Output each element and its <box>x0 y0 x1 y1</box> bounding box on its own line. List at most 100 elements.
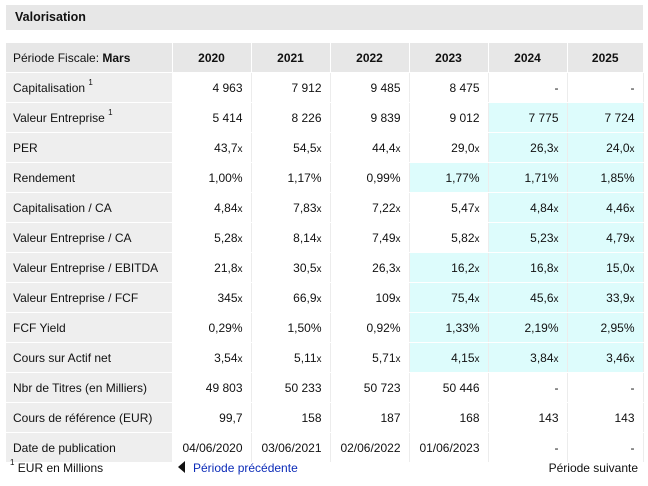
value-text: 5 414 <box>212 110 243 125</box>
value-text: 1,50% <box>287 320 322 335</box>
row-label-text: PER <box>13 140 38 155</box>
next-period-link[interactable]: Période suivante <box>549 461 638 475</box>
multiple-suffix: x <box>629 353 635 365</box>
value-text: - <box>630 80 635 95</box>
value-cell: 1,33% <box>409 312 489 343</box>
value-text: 9 839 <box>370 110 401 125</box>
value-cell: 16,2x <box>409 252 489 283</box>
value-text: 168 <box>459 410 480 425</box>
multiple-suffix: x <box>395 143 401 155</box>
row-label: Capitalisation 1 <box>6 72 173 103</box>
value-cell: 5,71x <box>330 342 410 373</box>
value-cell: 0,92% <box>330 312 410 343</box>
value-text: 44,4 <box>372 140 396 155</box>
value-cell: 345x <box>172 282 252 313</box>
multiple-suffix: x <box>316 293 322 305</box>
value-text: 7,49 <box>372 230 396 245</box>
value-text: 5,82 <box>451 230 475 245</box>
row-label: Valeur Entreprise / CA <box>6 222 173 253</box>
value-cell: 4,84x <box>172 192 252 223</box>
value-text: 7 912 <box>291 80 322 95</box>
row-label-text: Capitalisation / CA <box>13 200 112 215</box>
value-text: 29,0 <box>451 140 475 155</box>
value-cell: 187 <box>330 402 410 433</box>
footnote-marker: 1 <box>88 77 93 87</box>
value-cell: 158 <box>251 402 331 433</box>
multiple-suffix: x <box>316 353 322 365</box>
value-text: 66,9 <box>293 290 317 305</box>
value-text: 50 233 <box>284 380 322 395</box>
value-cell: 8 475 <box>409 72 489 103</box>
multiple-suffix: x <box>316 203 322 215</box>
value-cell: 66,9x <box>251 282 331 313</box>
value-cell: 3,84x <box>488 342 568 373</box>
value-cell: 50 723 <box>330 372 410 403</box>
value-text: 1,85% <box>600 170 635 185</box>
row-label: Nbr de Titres (en Milliers) <box>6 372 173 403</box>
value-cell: 54,5x <box>251 132 331 163</box>
table-row: Capitalisation 1 4 963 7 912 9 485 8 475 - - <box>6 72 644 103</box>
multiple-suffix: x <box>237 263 243 275</box>
row-label-text: Cours sur Actif net <box>13 350 112 365</box>
value-cell: 7 912 <box>251 72 331 103</box>
table-row: Rendement 1,00% 1,17% 0,99% 1,77% 1,71% 1,85% <box>6 162 644 193</box>
value-cell: - <box>567 72 644 103</box>
row-label-text: Date de publication <box>13 440 116 455</box>
row-label-text: Valeur Entreprise / CA <box>13 230 132 245</box>
year-header: 2020 <box>171 43 251 73</box>
value-cell: 21,8x <box>172 252 252 283</box>
table-row: Nbr de Titres (en Milliers) 49 803 50 233 5… <box>6 372 644 403</box>
value-text: 158 <box>301 410 322 425</box>
value-text: 45,6 <box>530 290 554 305</box>
value-text: 5,28 <box>214 230 238 245</box>
value-text: 0,29% <box>208 320 243 335</box>
value-text: 7,22 <box>372 200 396 215</box>
year-header: 2024 <box>487 43 567 73</box>
footnote-marker: 1 <box>108 107 113 117</box>
value-cell: 50 446 <box>409 372 489 403</box>
value-cell: 2,95% <box>567 312 644 343</box>
row-label-text: Valeur Entreprise <box>13 110 105 125</box>
valuation-table: Période Fiscale: Mars 2020 2021 2022 2023 20… <box>6 43 644 463</box>
value-text: 143 <box>614 410 635 425</box>
triangle-left-icon <box>178 461 185 473</box>
footnote-marker: 1 <box>10 458 15 467</box>
multiple-suffix: x <box>553 143 559 155</box>
value-text: 15,0 <box>606 260 630 275</box>
table-header-row: Période Fiscale: Mars 2020 2021 2022 2023 20… <box>6 43 643 73</box>
table-row: Valeur Entreprise 1 5 414 8 226 9 839 9 012 7… <box>6 102 644 133</box>
value-cell: 9 012 <box>409 102 489 133</box>
value-cell: 26,3x <box>488 132 568 163</box>
value-cell: 02/06/2022 <box>330 432 410 463</box>
value-text: 4 963 <box>212 80 243 95</box>
previous-period-link[interactable]: Période précédente <box>178 461 298 475</box>
row-label-text: Valeur Entreprise / FCF <box>13 290 139 305</box>
row-label: Cours de référence (EUR) <box>6 402 173 433</box>
multiple-suffix: x <box>395 233 401 245</box>
value-cell: 4 963 <box>172 72 252 103</box>
year-header: 2021 <box>250 43 330 73</box>
value-text: 7,83 <box>293 200 317 215</box>
value-text: 4,84 <box>530 200 554 215</box>
multiple-suffix: x <box>474 203 480 215</box>
row-label: Date de publication <box>6 432 173 463</box>
value-cell: 0,99% <box>330 162 410 193</box>
value-text: 1,33% <box>445 320 480 335</box>
value-cell: - <box>488 432 568 463</box>
value-cell: 4,15x <box>409 342 489 373</box>
value-text: 0,92% <box>366 320 401 335</box>
value-text: 01/06/2023 <box>419 440 480 455</box>
multiple-suffix: x <box>316 233 322 245</box>
value-text: 50 446 <box>442 380 480 395</box>
multiple-suffix: x <box>395 263 401 275</box>
value-cell: 5 414 <box>172 102 252 133</box>
value-cell: 7 775 <box>488 102 568 133</box>
value-text: 2,19% <box>524 320 559 335</box>
value-cell: 1,50% <box>251 312 331 343</box>
value-text: 4,79 <box>606 230 630 245</box>
value-cell: 99,7 <box>172 402 252 433</box>
value-cell: 04/06/2020 <box>172 432 252 463</box>
row-label: Rendement <box>6 162 173 193</box>
value-text: 75,4 <box>451 290 475 305</box>
value-cell: - <box>567 372 644 403</box>
